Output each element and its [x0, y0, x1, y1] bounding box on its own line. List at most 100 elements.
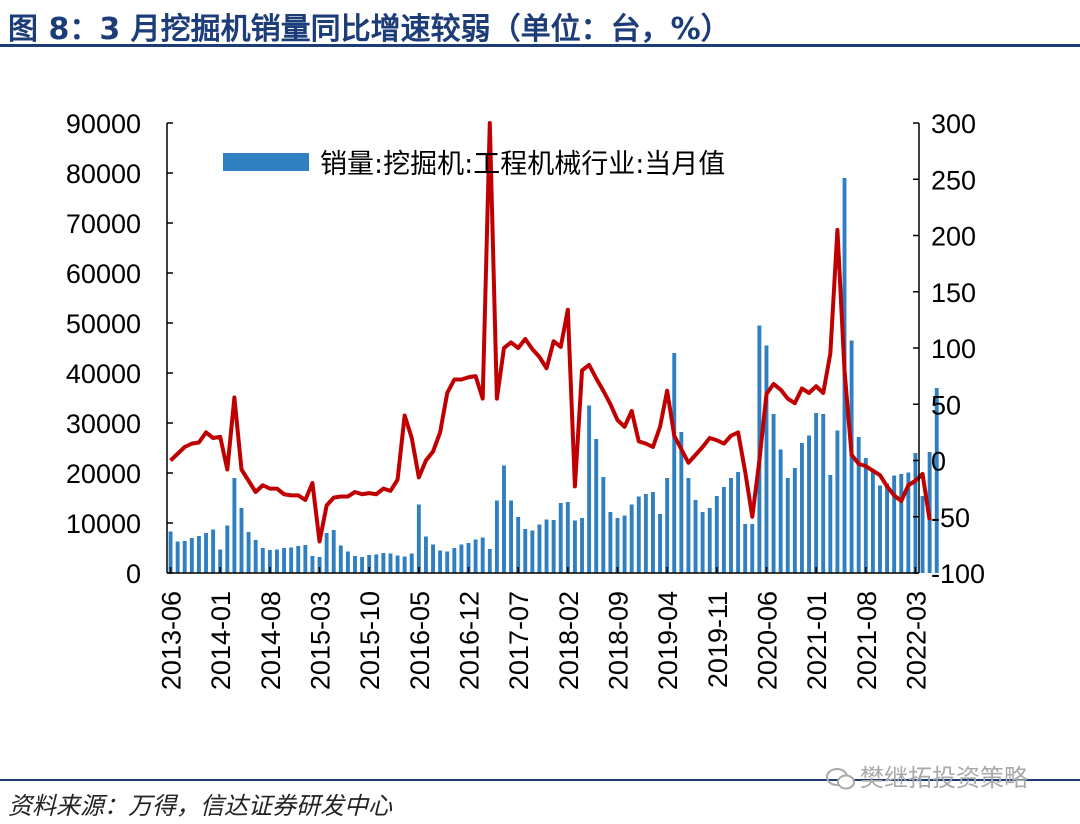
x-tick-label: 2014-01 [206, 591, 236, 690]
x-tick-label: 2015-03 [306, 591, 336, 690]
right-tick-label: 250 [931, 165, 976, 195]
bar [523, 529, 527, 573]
bar [225, 526, 229, 574]
bar [651, 492, 655, 573]
x-tick-label: 2018-09 [603, 591, 633, 690]
bar [765, 346, 769, 574]
bar [261, 548, 265, 573]
bar [452, 548, 456, 573]
bar [750, 524, 754, 573]
right-tick-label: 100 [931, 334, 976, 364]
x-tick-label: 2016-05 [405, 591, 435, 690]
right-tick-label: 300 [931, 109, 976, 139]
bar [488, 549, 492, 573]
bar [325, 533, 329, 573]
bar [310, 556, 314, 573]
bar [204, 533, 208, 573]
bar [282, 548, 286, 573]
x-tick-label: 2015-10 [355, 591, 385, 690]
bar [275, 550, 279, 574]
bar [303, 545, 307, 573]
bar [566, 502, 570, 573]
bar [459, 545, 463, 574]
bar [644, 494, 648, 573]
right-tick-label: -100 [931, 559, 985, 589]
bar [389, 554, 393, 574]
bar [552, 520, 556, 573]
watermark: 樊继拓投资策略 [826, 758, 1028, 793]
bar [665, 478, 669, 573]
bar [623, 516, 627, 574]
bar [835, 431, 839, 574]
x-tick-label: 2018-02 [554, 591, 584, 690]
left-tick-label: 30000 [66, 409, 141, 439]
bar [892, 476, 896, 574]
bar [232, 478, 236, 573]
bar [424, 537, 428, 574]
right-tick-label: 50 [931, 390, 961, 420]
source-note: 资料来源：万得，信达证券研发中心 [8, 786, 392, 821]
x-tick-label: 2019-04 [653, 591, 683, 690]
bar [729, 478, 733, 573]
bar [722, 487, 726, 573]
bar [686, 478, 690, 573]
bar [921, 496, 925, 573]
bar [197, 536, 201, 573]
bar [559, 503, 563, 573]
bar [495, 501, 499, 574]
left-tick-label: 60000 [66, 259, 141, 289]
bar [516, 517, 520, 573]
bar [438, 551, 442, 574]
bar [176, 542, 180, 574]
x-tick-label: 2020-06 [752, 591, 782, 690]
left-tick-label: 20000 [66, 459, 141, 489]
bar [183, 541, 187, 573]
bar [381, 553, 385, 573]
bar [296, 546, 300, 573]
legend-swatch [223, 153, 309, 171]
right-tick-label: -50 [931, 503, 970, 533]
bar [786, 478, 790, 573]
bar [594, 439, 598, 573]
bar [445, 552, 449, 574]
bar [580, 518, 584, 573]
bar [573, 521, 577, 574]
bar [743, 524, 747, 573]
bar [587, 406, 591, 574]
bar [545, 520, 549, 574]
right-tick-label: 200 [931, 222, 976, 252]
right-tick-label: 150 [931, 278, 976, 308]
chart-area: 0100002000030000400005000060000700008000… [0, 0, 1080, 780]
legend-label: 销量:挖掘机:工程机械行业:当月值 [320, 149, 725, 180]
bar [247, 532, 251, 573]
x-tick-label: 2022-03 [901, 591, 931, 690]
bar [211, 530, 215, 574]
bar [616, 518, 620, 573]
bar [637, 497, 641, 574]
right-tick-label: 0 [931, 447, 946, 477]
left-tick-label: 50000 [66, 309, 141, 339]
bar [793, 468, 797, 573]
bar [530, 531, 534, 574]
x-tick-label: 2016-12 [455, 591, 485, 690]
bar [332, 530, 336, 573]
bar [289, 548, 293, 574]
bar [431, 545, 435, 574]
bar [871, 469, 875, 573]
left-tick-label: 40000 [66, 359, 141, 389]
bar [772, 414, 776, 573]
bar [708, 508, 712, 573]
bar [403, 557, 407, 574]
bar [821, 414, 825, 573]
bar [807, 436, 811, 574]
bar [254, 540, 258, 573]
bar [885, 484, 889, 574]
x-tick-label: 2021-08 [852, 591, 882, 690]
bar [240, 508, 244, 573]
bar [538, 525, 542, 574]
wechat-icon [826, 768, 856, 790]
bar [914, 453, 918, 573]
bar [474, 540, 478, 574]
bar [814, 413, 818, 573]
left-tick-label: 70000 [66, 209, 141, 239]
